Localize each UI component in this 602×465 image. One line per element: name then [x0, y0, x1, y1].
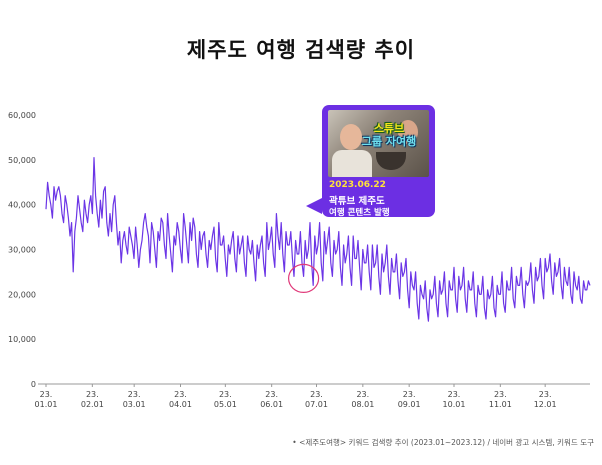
series-line-jeju-travel — [45, 157, 591, 322]
y-tick-label: 50,000 — [8, 156, 36, 165]
y-tick-label: 60,000 — [8, 111, 36, 120]
source-note: • <제주도여행> 키워드 검색량 추이 (2023.01~2023.12) /… — [292, 438, 594, 447]
callout-box: 스튜브 그룹 자여행 2023.06.22 곽튜브 제주도 여행 콘텐츠 발행 — [322, 105, 435, 218]
x-tick-label: 12.01 — [534, 400, 557, 409]
thumbnail-person-face-2 — [398, 120, 418, 144]
x-tick-label: 23. — [356, 390, 369, 399]
x-tick-label: 08.01 — [351, 400, 374, 409]
thumbnail-pot — [376, 152, 406, 170]
x-tick-label: 23. — [40, 390, 53, 399]
callout-pointer — [306, 198, 322, 214]
x-tick-label: 02.01 — [81, 400, 104, 409]
thumbnail-text-line-1: 스튜브 — [373, 122, 405, 135]
x-tick-label: 11.01 — [489, 400, 512, 409]
x-tick-label: 23. — [403, 390, 416, 399]
x-tick-label: 06.01 — [260, 400, 283, 409]
x-tick-label: 07.01 — [305, 400, 328, 409]
chart-title: 제주도 여행 검색량 추이 — [186, 38, 416, 62]
thumbnail-person — [332, 150, 372, 177]
thumbnail-text-line-2: 그룹 자여행 — [361, 135, 417, 148]
x-tick-label: 05.01 — [214, 400, 237, 409]
x-tick-label: 23. — [174, 390, 187, 399]
x-tick-label: 23. — [448, 390, 461, 399]
x-tick-label: 23. — [310, 390, 323, 399]
callout-line-1: 곽튜브 제주도 — [329, 196, 385, 207]
x-tick-label: 23. — [219, 390, 232, 399]
x-axis: 23.01.0123.02.0123.03.0123.04.0123.05.01… — [35, 384, 557, 409]
x-tick-label: 10.01 — [443, 400, 466, 409]
x-tick-label: 04.01 — [169, 400, 192, 409]
y-tick-label: 0 — [31, 380, 36, 389]
x-tick-label: 23. — [539, 390, 552, 399]
x-tick-label: 23. — [86, 390, 99, 399]
x-tick-label: 23. — [494, 390, 507, 399]
callout-date: 2023.06.22 — [329, 180, 386, 190]
y-tick-label: 10,000 — [8, 335, 36, 344]
y-tick-label: 30,000 — [8, 246, 36, 255]
video-thumbnail: 스튜브 그룹 자여행 — [328, 110, 429, 177]
x-tick-label: 23. — [265, 390, 278, 399]
x-tick-label: 01.01 — [35, 400, 58, 409]
callout-line-2: 여행 콘텐츠 발행 — [329, 208, 390, 218]
x-tick-label: 23. — [128, 390, 141, 399]
x-tick-label: 09.01 — [398, 400, 421, 409]
x-tick-label: 03.01 — [123, 400, 146, 409]
thumbnail-person-face — [340, 124, 362, 150]
y-tick-label: 40,000 — [8, 201, 36, 210]
y-axis: 0 10,000 20,000 30,000 40,000 50,000 60,000 — [8, 111, 36, 389]
highlight-circle — [288, 263, 320, 293]
y-tick-label: 20,000 — [8, 290, 36, 299]
thumbnail-text: 스튜브 그룹 자여행 — [354, 122, 424, 148]
